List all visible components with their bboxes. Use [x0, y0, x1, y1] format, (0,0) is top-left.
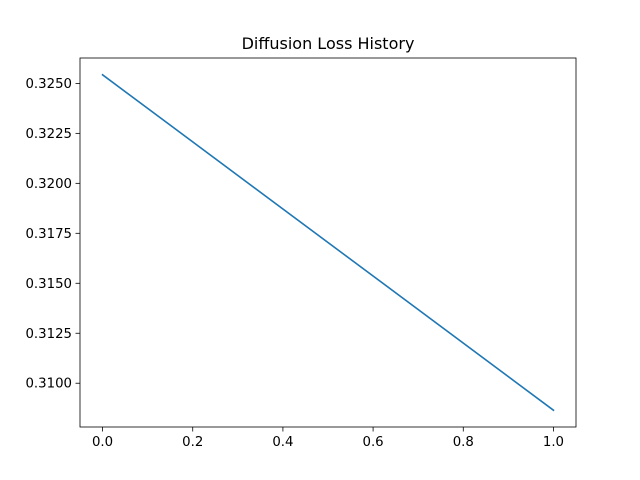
x-tick-label: 1.0 [543, 435, 564, 450]
x-tick-label: 0.8 [453, 435, 474, 450]
y-tick-label: 0.3225 [25, 127, 72, 142]
plot-area: 0.0 0.2 0.4 0.6 0.8 1.0 0.3100 0.3125 0.3150 0.31… [25, 57, 577, 450]
y-tick-label: 0.3150 [25, 277, 72, 292]
y-tick-label: 0.3175 [25, 227, 72, 242]
y-tick-label: 0.3200 [25, 177, 72, 192]
x-tick-label: 0.6 [363, 435, 384, 450]
axes-frame [79, 57, 577, 428]
x-tick-label: 0.4 [272, 435, 293, 450]
y-tick-label: 0.3100 [25, 377, 72, 392]
y-tick-label: 0.3250 [25, 77, 72, 92]
y-tick-label: 0.3125 [25, 327, 72, 342]
x-tick-label: 0.0 [92, 435, 113, 450]
series-line [101, 73, 555, 412]
x-tick-label: 0.2 [182, 435, 203, 450]
chart-title: Diffusion Loss History [242, 34, 415, 53]
